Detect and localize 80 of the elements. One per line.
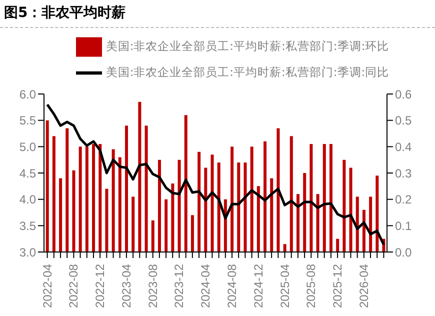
bar — [138, 102, 142, 252]
bar — [132, 196, 135, 252]
bar — [210, 154, 214, 252]
x-tick-label: 2023-08 — [146, 264, 160, 308]
y2-tick-label: 0.2 — [395, 192, 412, 207]
y-tick-label: 5.0 — [19, 140, 36, 154]
y2-tick-label: 0.5 — [395, 114, 412, 128]
x-tick-label: 2026-04 — [356, 264, 371, 308]
bar — [151, 220, 154, 252]
bar — [310, 144, 313, 252]
bar — [158, 160, 161, 252]
x-tick-label: 2023-12 — [172, 264, 186, 308]
bar — [66, 128, 69, 252]
bar — [356, 196, 359, 252]
bar — [217, 162, 220, 252]
bar — [349, 168, 352, 252]
bar — [85, 146, 88, 252]
y2-tick-label: 0.3 — [395, 166, 412, 180]
bar — [46, 120, 49, 252]
line-series — [46, 103, 385, 246]
bar — [171, 184, 174, 252]
bar — [190, 215, 194, 252]
bar — [296, 194, 300, 252]
y2-tick-label: 0.1 — [395, 218, 412, 233]
legend-label: 美国:非农企业全部员工:平均时薪:私营部门:季调:环比 — [106, 39, 390, 54]
bar — [59, 178, 62, 252]
x-tick-label: 2024-08 — [224, 264, 239, 308]
bar — [52, 136, 56, 252]
x-tick-label: 2024-12 — [251, 264, 266, 308]
bar — [112, 149, 115, 252]
bar — [184, 115, 188, 252]
bar — [118, 157, 122, 252]
bar — [250, 146, 254, 252]
y-tick-label: 3.5 — [19, 218, 36, 233]
x-tick-label: 2025-04 — [278, 264, 292, 308]
bar — [290, 136, 293, 252]
bar — [342, 160, 346, 252]
bar — [237, 162, 240, 252]
x-tick-label: 2025-08 — [304, 264, 318, 308]
bar — [198, 152, 201, 252]
bar — [244, 162, 247, 252]
x-tick-label: 2022-12 — [93, 264, 108, 308]
bar — [105, 188, 108, 252]
bar — [316, 194, 320, 252]
x-tick-label: 2025-12 — [330, 264, 345, 308]
bar — [178, 160, 181, 252]
y2-tick-label: 0.4 — [395, 140, 412, 154]
x-tick-label: 2022-08 — [66, 264, 81, 308]
y-tick-label: 4.5 — [19, 166, 36, 180]
bar — [98, 144, 102, 252]
bar — [164, 199, 168, 252]
bar — [270, 178, 274, 252]
x-tick-label: 2024-04 — [198, 264, 213, 308]
y-tick-label: 5.5 — [19, 114, 36, 128]
y-tick-label: 3.0 — [19, 245, 36, 260]
bar — [144, 126, 148, 252]
legend-label: 美国:非农企业全部员工:平均时薪:私营部门:季调:同比 — [106, 65, 390, 80]
bar — [204, 168, 208, 252]
bar — [322, 144, 326, 252]
y-tick-label: 4.0 — [19, 192, 36, 207]
bar — [303, 173, 306, 252]
chart-title: 图5：非农平均时薪 — [0, 0, 435, 28]
x-tick-label: 2023-04 — [119, 264, 134, 308]
bar — [125, 126, 128, 252]
bar — [256, 186, 260, 252]
y2-tick-label: 0.0 — [395, 245, 412, 260]
bar — [230, 146, 234, 252]
bar — [78, 146, 82, 252]
bar — [336, 238, 340, 252]
bar — [92, 144, 96, 252]
bar — [283, 244, 286, 252]
y-tick-label: 6.0 — [19, 87, 36, 102]
bar — [276, 128, 280, 252]
x-tick-label: 2022-04 — [40, 264, 54, 308]
bar — [376, 176, 379, 252]
bar — [369, 196, 372, 252]
y2-tick-label: 0.6 — [395, 87, 412, 102]
bar — [72, 170, 76, 252]
bar — [329, 144, 332, 252]
bar — [264, 141, 267, 252]
